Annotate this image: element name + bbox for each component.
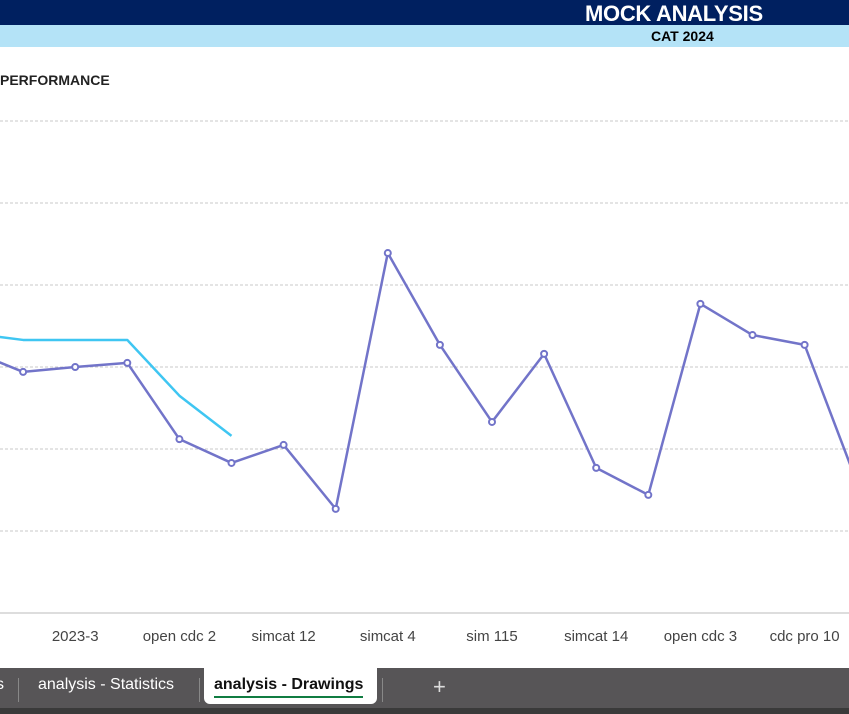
- data-point: [644, 490, 653, 499]
- tab-separator: [382, 678, 383, 702]
- data-point: [800, 340, 809, 349]
- x-tick-label: 2023-3: [52, 628, 99, 645]
- sheet-title: MOCK ANALYSIS: [585, 1, 763, 26]
- sheet-tab-drawings-label: analysis - Drawings: [214, 676, 364, 698]
- sheet-tab-bar: s analysis - Statistics analysis - Drawi…: [0, 668, 849, 714]
- data-point: [19, 367, 28, 376]
- x-tick-label: simcat 4: [360, 628, 416, 645]
- sheet-tab-drawings[interactable]: analysis - Drawings: [204, 668, 377, 704]
- sheet-subtitle: CAT 2024: [651, 28, 714, 44]
- add-sheet-button[interactable]: +: [433, 674, 446, 699]
- status-bar: [0, 708, 849, 714]
- data-point: [331, 504, 340, 513]
- x-tick-label: open cdc 2: [143, 628, 216, 645]
- data-point: [540, 349, 549, 358]
- sheet-tab-prev[interactable]: s: [0, 676, 4, 693]
- header-banner: MOCK ANALYSIS: [0, 0, 849, 26]
- x-tick-label: sim 115: [466, 628, 517, 645]
- data-point: [175, 435, 184, 444]
- data-point: [488, 417, 496, 426]
- data-point: [696, 299, 705, 308]
- x-tick-label: simcat 14: [564, 628, 628, 645]
- tab-separator: [18, 678, 19, 702]
- data-point: [592, 463, 601, 472]
- series-line-0: [0, 251, 849, 511]
- data-point: [435, 340, 444, 349]
- data-point: [279, 440, 288, 449]
- data-point: [123, 358, 132, 367]
- x-tick-label: cdc pro 10: [770, 628, 840, 645]
- data-point: [71, 363, 80, 371]
- performance-chart[interactable]: 2023-3 open cdc 2 simcat 12 simcat 4 sim 115…: [0, 0, 849, 668]
- data-point: [383, 249, 392, 258]
- data-point: [227, 458, 236, 467]
- tab-separator: [199, 678, 200, 702]
- series-line-1: [0, 335, 233, 437]
- chart-title: PERFORMANCE: [0, 72, 110, 88]
- data-point: [748, 331, 757, 340]
- subheader-banner: CAT 2024: [0, 25, 849, 47]
- sheet-tab-statistics[interactable]: analysis - Statistics: [38, 676, 175, 693]
- x-tick-label: open cdc 3: [664, 628, 737, 645]
- x-tick-label: simcat 12: [251, 628, 315, 645]
